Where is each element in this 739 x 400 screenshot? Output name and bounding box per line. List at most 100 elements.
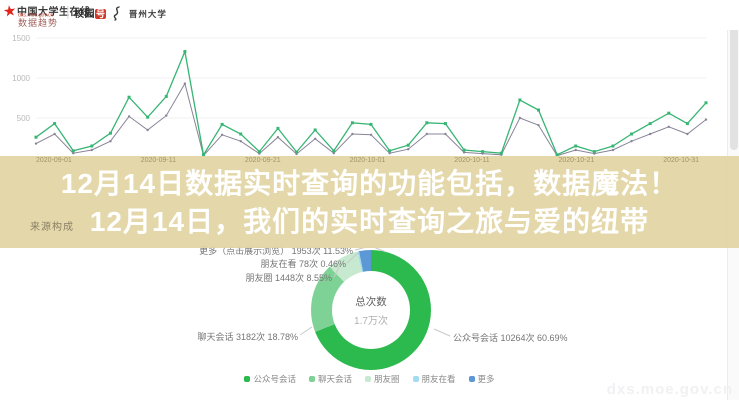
data-point-marker [518,98,522,102]
data-point-marker [574,148,577,152]
data-point-marker [407,148,410,151]
legend-item[interactable]: 更多 [468,373,495,385]
data-point-marker [109,140,112,143]
donut-center-value: 1.7万次 [354,315,388,327]
data-point-marker [462,151,466,154]
headline-line1: 12月14日数据实时查询的功能包括，数据魔法！ [60,168,679,199]
data-point-marker [53,132,56,136]
data-point-marker [127,115,131,118]
data-point-marker [183,82,187,85]
data-point-marker [648,132,652,136]
data-point-marker [630,132,634,136]
x-axis-tick: 2020-10-21 [558,157,595,164]
data-point-marker [537,124,540,127]
data-point-marker [202,153,205,157]
callout-official-account: 公众号会话 10264次 60.69% [453,333,568,343]
campus-university-name: 晋州大学 [128,9,167,19]
data-point-marker [630,140,633,143]
callout-chat-session: 聊天会话 3182次 18.78% [197,332,298,342]
data-point-marker [481,150,485,154]
campus-logo-name: 校园 [74,9,95,20]
source-donut-chart[interactable]: 总次数 1.7万次 [311,250,431,370]
scrollbar-thumb[interactable] [730,0,738,150]
x-axis-tick: 2020-10-01 [349,157,386,164]
data-point-marker [146,115,150,119]
data-point-marker [499,151,503,155]
data-point-marker [183,50,187,54]
data-point-marker [220,133,224,136]
callout-moments: 朋友圈 1448次 8.55% [245,273,332,283]
y-axis-tick: 1500 [12,34,30,43]
data-point-marker [34,142,38,145]
legend-color-dot [364,376,371,382]
data-point-marker [108,131,112,135]
data-point-marker [239,132,243,136]
data-point-marker [257,150,261,154]
data-point-marker [313,128,317,132]
data-point-marker [444,132,447,136]
legend-label: 朋友在看 [421,374,456,384]
data-point-marker [72,152,75,155]
data-point-marker [295,150,299,154]
source-section-title: 来源构成 [30,222,74,233]
data-point-marker [574,144,578,148]
data-point-marker [332,152,335,155]
legend-color-dot [468,376,475,382]
data-point-marker [350,121,354,125]
data-point-marker [685,122,689,126]
legend-color-dot [244,376,251,382]
data-point-marker [276,126,280,130]
data-point-marker [667,125,670,128]
data-point-marker [667,111,671,115]
data-point-marker [239,140,242,143]
trend-series-line [35,82,707,157]
legend-color-dot [308,376,315,382]
legend-item[interactable]: 聊天会话 [308,373,352,385]
x-axis-tick-labels: 2020-09-01 2020-09-11 2020-09-21 2020-10-01… [36,157,699,164]
y-axis-tick: 500 [17,114,31,123]
data-point-marker [611,148,615,152]
data-point-marker [611,144,615,148]
x-axis-tick: 2020-09-01 [36,157,72,164]
donut-center-label: 总次数 [355,295,387,308]
data-point-marker [443,122,447,126]
watermark-url: dxs.moe.gov.cn [606,381,733,398]
data-point-marker [313,137,317,140]
legend-item[interactable]: 朋友圈 [364,373,400,385]
headline-line2: 12月14日，我们的实时查询之旅与爱的纽带 [89,206,650,237]
campus-logo[interactable]: 校园号 晋州大学 [74,4,167,24]
data-point-marker [90,148,94,152]
data-point-marker [53,122,57,126]
data-point-marker [704,101,708,105]
data-point-marker [537,108,540,112]
data-point-marker [592,150,596,154]
data-trend-label: 数据趋势 [18,18,59,28]
data-point-marker [388,152,391,155]
site-logo-url: dxs.moe.gov.cn [18,13,54,19]
data-point-marker [686,132,689,136]
donut-legend: 公众号会话 聊天会话 朋友圈 朋友在看 更多 [0,373,739,385]
legend-label: 聊天会话 [317,374,352,384]
donut-center: 总次数 1.7万次 [332,271,410,349]
trend-line-chart[interactable]: 500 1000 1500 [0,0,739,168]
data-point-marker [146,128,149,132]
legend-item[interactable]: 朋友在看 [412,373,456,385]
campus-logo-badge: 号 [95,9,107,19]
site-logo-name[interactable]: 中国大学生在线 [17,7,91,18]
data-point-marker [369,133,373,136]
data-point-marker [462,148,466,152]
data-point-marker [220,122,224,126]
legend-item[interactable]: 公众号会话 [244,373,296,385]
data-point-marker [648,122,652,126]
trend-series-line [35,49,707,157]
callout-friends-wow: 朋友在看 78次 0.46% [260,259,346,269]
data-point-marker [555,153,559,157]
data-point-marker [388,149,392,153]
data-point-marker [164,94,168,98]
x-axis-tick: 2020-10-11 [454,157,490,164]
data-point-marker [90,144,94,148]
callout-more: 更多（点击展示浏览） 1953次 11.53% [199,246,353,256]
legend-color-dot [412,376,419,382]
data-point-marker [34,135,38,139]
